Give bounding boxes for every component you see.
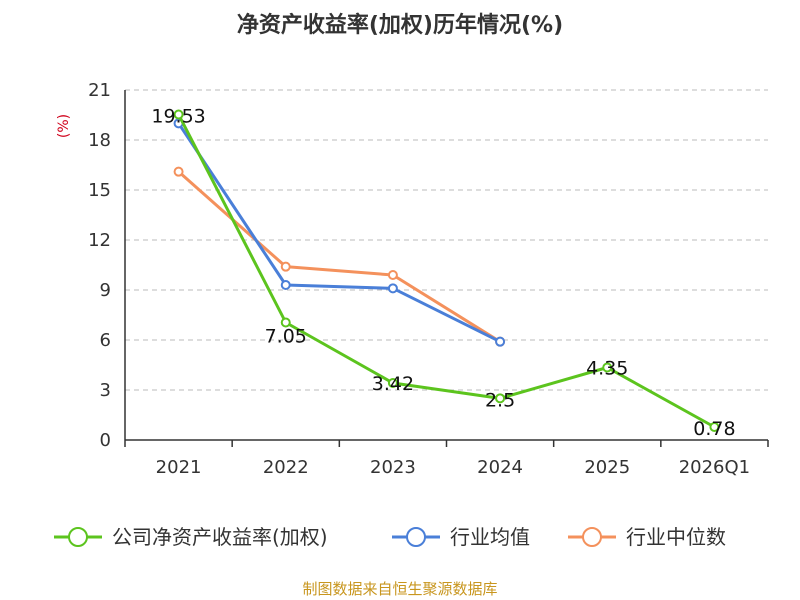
series-0 xyxy=(173,109,720,432)
y-tick-label: 15 xyxy=(88,180,111,201)
y-axis-label: (%) xyxy=(56,114,72,138)
data-label: 19.53 xyxy=(151,106,205,128)
legend-marker xyxy=(582,527,602,547)
data-point[interactable] xyxy=(387,283,398,294)
y-tick-label: 21 xyxy=(88,80,111,101)
y-tick-label: 9 xyxy=(100,280,111,301)
data-point[interactable] xyxy=(495,393,506,404)
legend[interactable]: 公司净资产收益率(加权) 行业均值 行业中位数 xyxy=(54,525,726,549)
y-tick-label: 3 xyxy=(100,380,111,401)
x-tick-label: 2024 xyxy=(477,457,523,478)
data-label: 4.35 xyxy=(586,358,628,380)
data-point[interactable] xyxy=(602,362,613,373)
data-label: 0.78 xyxy=(693,418,735,440)
legend-item-2[interactable]: 行业中位数 xyxy=(568,525,726,549)
grid xyxy=(125,89,768,391)
data-point[interactable] xyxy=(173,109,184,120)
data-label: 3.42 xyxy=(372,373,414,395)
data-label: 2.5 xyxy=(485,389,515,411)
x-tick-label: 2026Q1 xyxy=(679,457,750,478)
data-label: 7.05 xyxy=(265,326,307,348)
data-point[interactable] xyxy=(495,336,506,347)
data-point[interactable] xyxy=(387,378,398,388)
data-point[interactable] xyxy=(387,270,398,280)
series-line xyxy=(177,122,501,344)
y-tick-label: 18 xyxy=(88,130,111,151)
data-point[interactable] xyxy=(280,261,291,272)
data-point[interactable] xyxy=(173,166,184,177)
y-tick-label: 0 xyxy=(100,430,111,451)
source-note: 制图数据来自恒生聚源数据库 xyxy=(302,580,497,598)
data-point[interactable] xyxy=(709,422,720,432)
legend-marker xyxy=(68,527,88,547)
legend-marker xyxy=(406,527,426,547)
axes: 0 3 6 9 12 15 18 21 2021 2022 2023 2024 2025 2026Q1 xyxy=(88,80,769,478)
legend-label: 行业均值 xyxy=(450,525,530,549)
data-point[interactable] xyxy=(280,317,291,328)
plot-series xyxy=(173,109,720,432)
legend-item-0[interactable]: 公司净资产收益率(加权) xyxy=(54,525,328,549)
chart-title: 净资产收益率(加权)历年情况(%) xyxy=(237,12,563,38)
x-tick-label: 2022 xyxy=(263,457,309,478)
data-labels: 19.53 7.05 3.42 2.5 4.35 0.78 xyxy=(151,106,735,441)
y-tick-label: 12 xyxy=(88,230,111,251)
legend-label: 公司净资产收益率(加权) xyxy=(112,525,328,549)
y-tick-label: 6 xyxy=(100,330,111,351)
x-tick-label: 2021 xyxy=(156,457,202,478)
data-point[interactable] xyxy=(280,280,291,290)
x-tick-label: 2025 xyxy=(584,457,630,478)
x-tick-label: 2023 xyxy=(370,457,416,478)
legend-label: 行业中位数 xyxy=(626,525,726,549)
legend-item-1[interactable]: 行业均值 xyxy=(392,525,530,549)
series-line xyxy=(177,113,716,429)
